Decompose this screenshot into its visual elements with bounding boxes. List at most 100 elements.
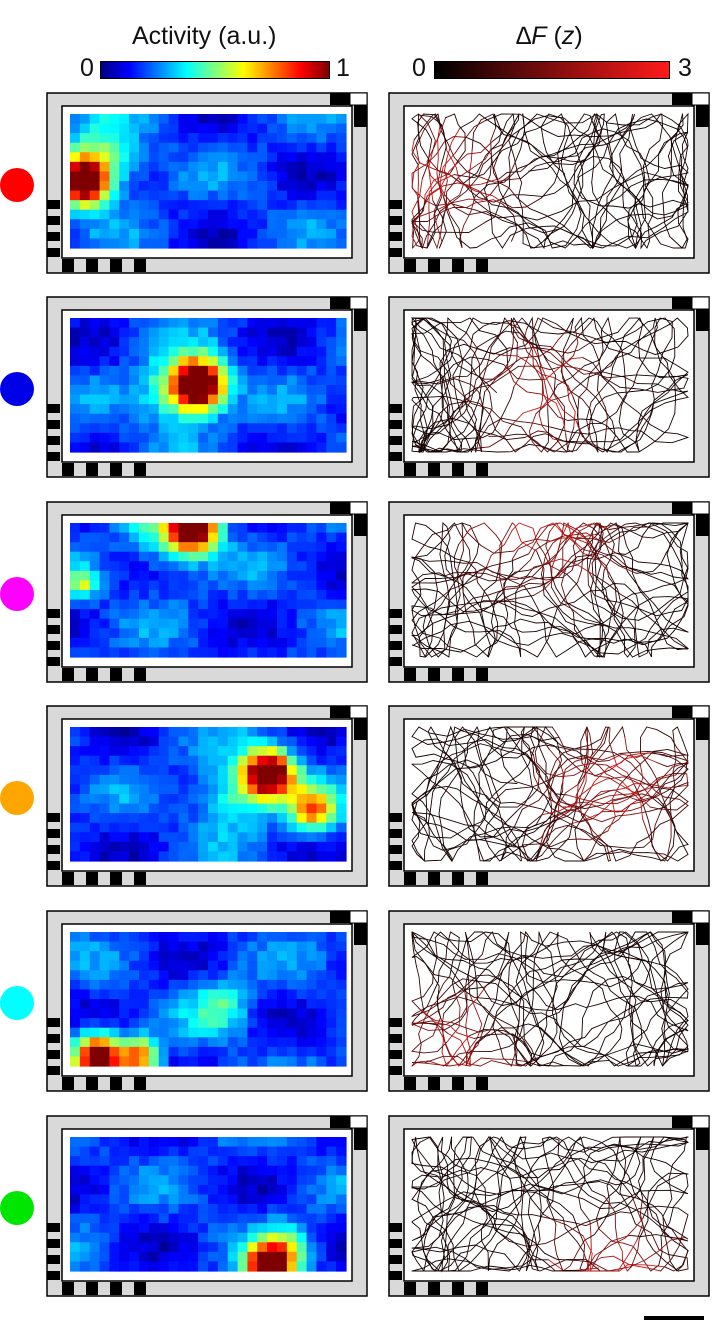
heatmap-cell [217,765,229,776]
heatmap-cell [257,346,268,357]
heatmap-cell [79,637,91,649]
trajectory-segment [511,600,554,628]
heatmap-cell [79,1018,91,1029]
heatmap-cell [217,1194,229,1205]
heatmap-cell [178,1146,189,1157]
heatmap-cell [168,580,180,591]
heatmap-cell [217,171,229,182]
trajectory-segment [654,164,689,174]
trajectory-segment [592,803,633,820]
heatmap-cell [257,1137,268,1148]
trajectory-segment [440,1228,473,1263]
heatmap-cell [148,941,160,952]
heatmap-cell [247,209,258,220]
heatmap-cell [208,979,219,991]
trajectory-segment [575,726,607,749]
heatmap-cell [277,423,288,434]
heatmap-cell [119,1223,130,1234]
heatmap-cell [217,1204,229,1215]
heatmap-cell [267,1232,278,1243]
heatmap-cell [217,941,229,952]
heatmap-cell [277,1223,288,1234]
heatmap-cell [267,851,278,862]
trajectory-segment [674,828,689,862]
trajectory-segment [432,221,486,233]
heatmap-cell [129,219,140,230]
heatmap-cell [277,219,288,230]
heatmap-cell [217,190,229,201]
heatmap-cell [336,794,347,805]
heatmap-cell [148,1046,160,1058]
trajectory-segment [666,522,689,555]
heatmap-cell [139,590,150,601]
heatmap-cell [296,1261,308,1272]
heatmap-cell [247,590,258,601]
cue-black-square [62,463,74,476]
trajectory-segment [649,801,689,811]
heatmap-cell [267,542,278,553]
heatmap-cell [188,1194,199,1205]
heatmap-cell [129,609,140,620]
heatmap-cell [286,133,298,144]
heatmap-cell [139,532,150,543]
heatmap-cell [148,1242,160,1253]
heatmap-cell [158,784,170,795]
heatmap-cell [286,618,298,629]
heatmap-cell [208,1165,219,1176]
heatmap-cell [178,1194,189,1205]
heatmap-cell [148,532,160,543]
trajectory-segment [594,113,605,132]
trajectory-segment [442,844,453,863]
trajectory-segment [491,131,527,166]
trajectory-segment [596,320,623,350]
heatmap-cell [306,1046,318,1058]
heatmap-cell [326,999,337,1010]
heatmap-cell [79,171,91,182]
trajectory-segment [483,1006,514,1028]
cue-black-square [428,1077,440,1090]
heatmap-cell [119,628,130,639]
cue-black-square [47,1050,60,1059]
heatmap-cell [70,561,81,572]
trajectory-segment [681,562,689,607]
trajectory-segment [429,384,449,419]
heatmap-cell [188,832,199,843]
cue-black-square [389,1239,402,1248]
trajectory-segment [601,223,638,247]
heatmap-cell [267,1018,278,1029]
trajectory-segment [638,1157,644,1199]
heatmap-cell [178,1137,189,1148]
heatmap-cell [198,318,209,329]
heatmap-cell [198,774,209,786]
heatmap-cell [296,238,308,249]
trajectory-segment [426,1210,465,1226]
heatmap-cell [198,618,209,629]
heatmap-cell [217,1137,229,1148]
heatmap-cell [139,851,150,862]
trajectory-segment [480,1167,521,1179]
heatmap-cell [316,219,327,230]
heatmap-cell [89,356,101,367]
trajectory-segment [508,1036,532,1067]
trajectory-segment [411,803,439,826]
heatmap-cell [129,394,140,405]
trajectory-segment [411,317,426,349]
trajectory-segment [616,137,630,183]
trajectory-segment [672,199,689,213]
heatmap-cell [168,590,180,601]
heatmap-cell [158,755,170,766]
heatmap-cell [168,813,180,824]
heatmap-cell [286,385,298,396]
trajectory-segment [456,1197,496,1231]
heatmap-cell [217,1056,229,1067]
trajectory-segment [417,164,421,214]
heatmap-cell [277,190,288,201]
heatmap-cell [217,532,229,543]
cue-black-square [476,1282,488,1295]
trajectory-segment [611,1217,644,1246]
heatmap-cell [227,442,239,453]
heatmap-cell [168,114,180,125]
heatmap-cell [139,152,150,163]
trajectory-segment [502,203,518,242]
heatmap-cell [119,200,130,211]
